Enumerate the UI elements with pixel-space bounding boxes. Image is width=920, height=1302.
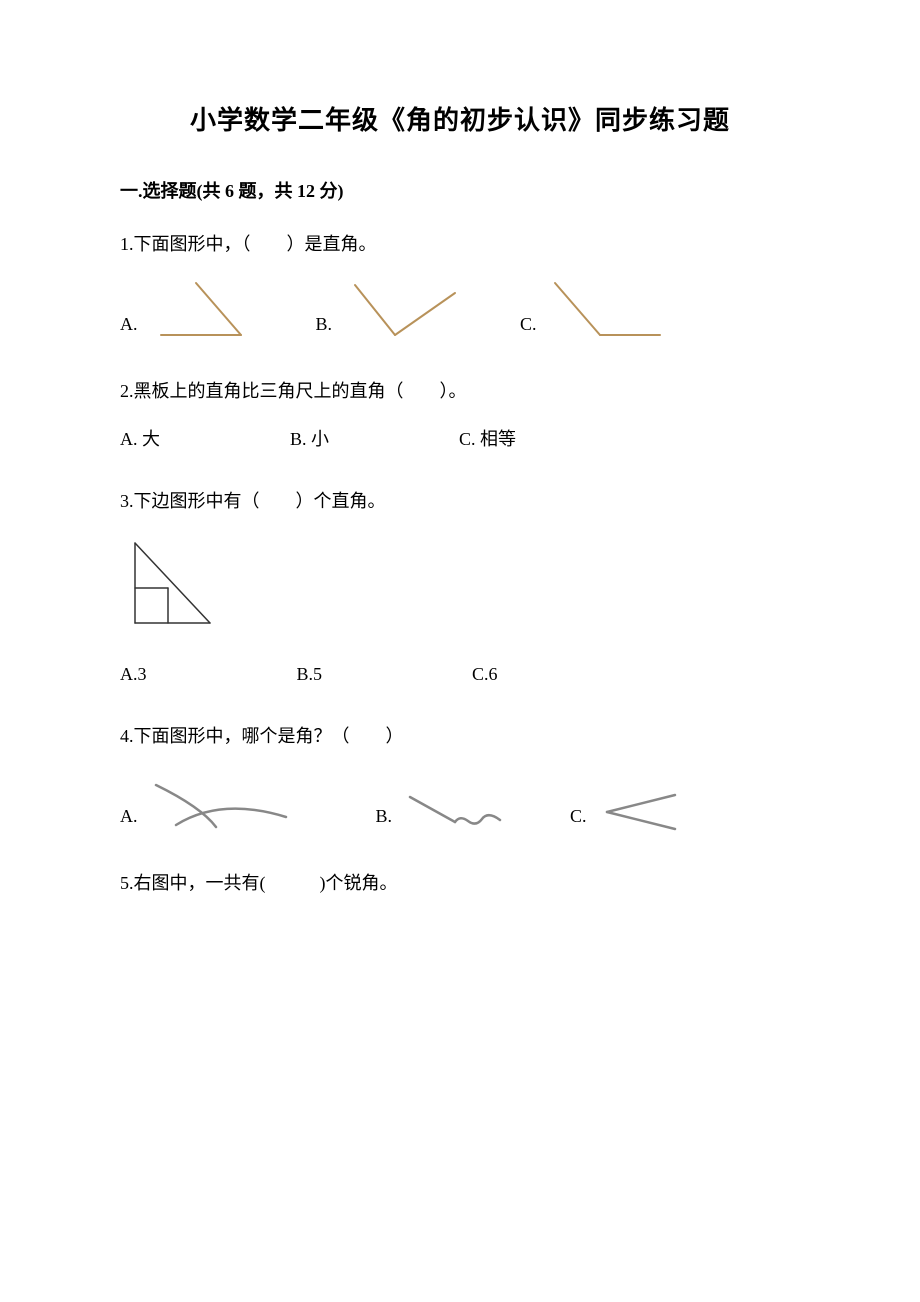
question-4: 4.下面图形中，哪个是角？（ ） A. B. C. (120, 720, 800, 837)
q3-text: 3.下边图形中有（ ）个直角。 (120, 485, 800, 517)
q4-options: A. B. C. (120, 777, 800, 837)
page-title: 小学数学二年级《角的初步认识》同步练习题 (120, 100, 800, 137)
q3-opt-c: C.6 (472, 658, 498, 690)
q4-opt-c-label: C. (570, 800, 587, 832)
q3-options: A.3 B.5 C.6 (120, 658, 800, 690)
question-5: 5.右图中，一共有( )个锐角。 (120, 867, 800, 899)
q2-options: A. 大 B. 小 C. 相等 (120, 423, 800, 455)
q1-option-b: B. (316, 275, 461, 345)
question-2: 2.黑板上的直角比三角尺上的直角（ ）。 A. 大 B. 小 C. 相等 (120, 375, 800, 455)
q1-options: A. B. C. (120, 275, 800, 345)
q3-triangle-figure-icon (120, 533, 220, 633)
section-header: 一.选择题(共 6 题，共 12 分) (120, 177, 800, 203)
q2-opt-c: C. 相等 (459, 423, 516, 455)
q1-option-c: C. (520, 275, 665, 345)
question-1: 1.下面图形中，（ ）是直角。 A. B. C. (120, 228, 800, 345)
q1-angle-c-icon (545, 275, 665, 345)
q4-option-c: C. (570, 787, 685, 837)
question-3: 3.下边图形中有（ ）个直角。 A.3 B.5 C.6 (120, 485, 800, 690)
q5-text: 5.右图中，一共有( )个锐角。 (120, 867, 800, 899)
q1-opt-a-label: A. (120, 308, 138, 340)
q4-angle-c-icon (595, 787, 685, 837)
q2-opt-a: A. 大 (120, 423, 160, 455)
q1-text: 1.下面图形中，（ ）是直角。 (120, 228, 800, 260)
q2-opt-b: B. 小 (290, 423, 329, 455)
q4-opt-a-label: A. (120, 800, 138, 832)
q4-opt-b-label: B. (376, 800, 393, 832)
q3-figure-wrap (120, 533, 800, 633)
q2-text: 2.黑板上的直角比三角尺上的直角（ ）。 (120, 375, 800, 407)
q1-option-a: A. (120, 275, 256, 345)
q3-opt-b: B.5 (297, 658, 323, 690)
q4-option-b: B. (376, 787, 511, 837)
q3-opt-a: A.3 (120, 658, 147, 690)
q4-option-a: A. (120, 777, 296, 837)
q1-opt-c-label: C. (520, 308, 537, 340)
q1-angle-b-icon (340, 275, 460, 345)
q4-text: 4.下面图形中，哪个是角？（ ） (120, 720, 800, 752)
q4-curve-b-icon (400, 787, 510, 837)
q4-curve-a-icon (146, 777, 296, 837)
q1-opt-b-label: B. (316, 308, 333, 340)
q1-angle-a-icon (146, 275, 256, 345)
